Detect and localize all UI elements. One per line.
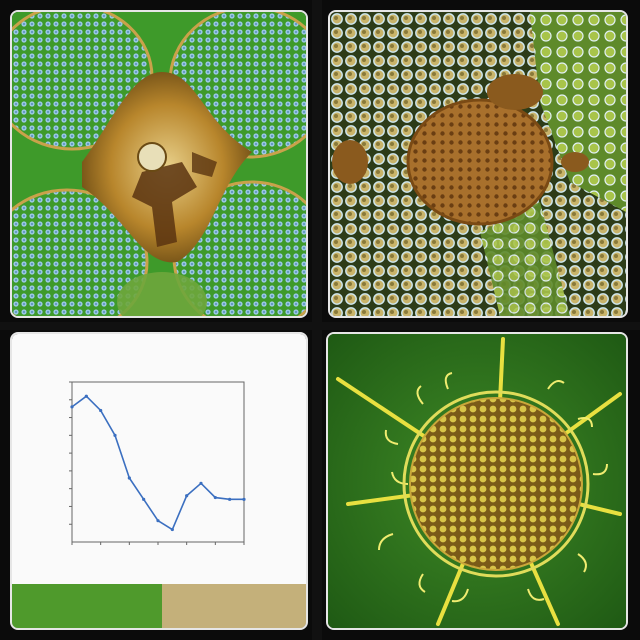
data-point [185, 494, 189, 498]
data-point [170, 527, 174, 532]
panel-top-left [10, 10, 308, 318]
micrograph-blue-cells [12, 12, 306, 316]
micrograph-brown-sphere [330, 12, 626, 316]
panel-top-right [328, 10, 628, 318]
data-point [99, 408, 103, 413]
data-point [242, 497, 246, 501]
divider-horizontal [0, 322, 640, 330]
panel-bottom-right [326, 332, 628, 630]
data-point [127, 476, 131, 480]
chart-plot-area [69, 381, 246, 545]
panel-bottom-left [10, 332, 308, 630]
data-point [113, 433, 117, 437]
data-point [213, 495, 217, 500]
data-point [84, 394, 88, 398]
data-point [70, 405, 74, 409]
data-point [199, 481, 203, 485]
line-chart [12, 334, 306, 628]
data-point [156, 519, 160, 523]
divider-vertical [312, 0, 322, 640]
data-point [142, 497, 146, 501]
data-point [228, 497, 232, 501]
micrograph-radiolarian [328, 334, 626, 628]
